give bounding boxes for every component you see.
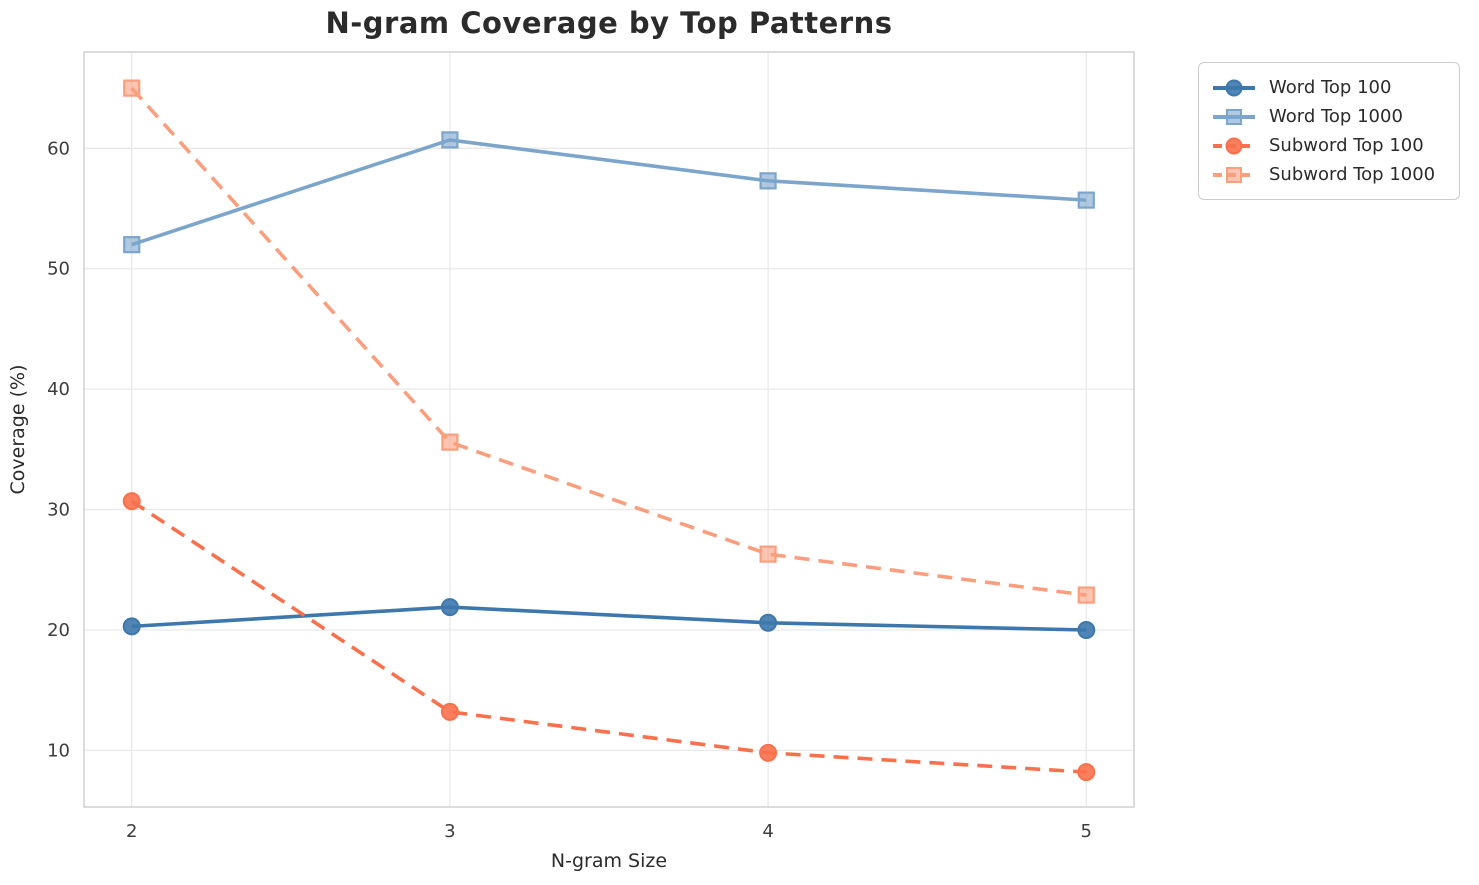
x-tick-label: 5: [1081, 821, 1092, 842]
legend-item-subword-top-1000: Subword Top 1000: [1211, 160, 1447, 189]
legend-label: Word Top 1000: [1269, 106, 1403, 127]
marker-word-top-1000: [123, 236, 141, 254]
legend: Word Top 100 Word Top 1000 Subword Top 100…: [1198, 62, 1460, 200]
legend-item-word-top-100: Word Top 100: [1211, 73, 1447, 102]
legend-marker: [1225, 79, 1243, 96]
x-tick-label: 3: [444, 821, 455, 842]
marker-subword-top-100: [122, 492, 141, 511]
y-tick-label: 50: [47, 259, 70, 280]
marker-subword-top-1000: [441, 433, 459, 451]
legend-item-subword-top-100: Subword Top 100: [1211, 131, 1447, 160]
legend-sample-square-icon: [1213, 108, 1255, 125]
legend-item-word-top-1000: Word Top 1000: [1211, 102, 1447, 131]
marker-subword-top-100: [440, 702, 459, 721]
series-line-word-top-1000: [131, 138, 1087, 247]
chart-title: N-gram Coverage by Top Patterns: [325, 6, 893, 40]
y-tick-label: 20: [47, 620, 70, 641]
legend-marker: [1226, 108, 1242, 125]
y-axis-label: Coverage (%): [7, 365, 29, 495]
marker-word-top-100: [759, 613, 778, 632]
y-tick-label: 30: [47, 500, 70, 521]
x-tick-label: 4: [762, 821, 773, 842]
legend-sample-circle-icon: [1213, 79, 1255, 96]
legend-marker: [1226, 166, 1242, 183]
legend-label: Word Top 100: [1269, 77, 1392, 98]
x-tick-label: 2: [126, 821, 137, 842]
legend-label: Subword Top 1000: [1269, 164, 1436, 185]
y-tick-label: 10: [47, 740, 70, 761]
marker-subword-top-1000: [1077, 586, 1095, 604]
series-line-word-top-100: [131, 605, 1087, 632]
marker-word-top-1000: [441, 131, 459, 149]
marker-subword-top-1000: [123, 79, 141, 97]
marker-word-top-100: [440, 598, 459, 617]
legend-label: Subword Top 100: [1269, 135, 1424, 156]
legend-sample-square-icon: [1213, 166, 1255, 183]
legend-sample-circle-icon: [1213, 137, 1255, 154]
y-tick-label: 60: [47, 138, 70, 159]
y-tick-label: 40: [47, 379, 70, 400]
marker-word-top-100: [122, 617, 141, 636]
marker-subword-top-100: [759, 743, 778, 762]
marker-word-top-1000: [1077, 191, 1095, 209]
marker-word-top-1000: [759, 172, 777, 190]
legend-marker: [1225, 137, 1243, 154]
series-line-subword-top-100: [130, 499, 1087, 774]
marker-word-top-100: [1077, 620, 1096, 639]
series-line-subword-top-1000: [130, 86, 1087, 597]
marker-subword-top-1000: [759, 545, 777, 563]
plot-border: [83, 51, 1135, 808]
x-axis-label: N-gram Size: [551, 850, 667, 872]
marker-subword-top-100: [1077, 763, 1096, 782]
